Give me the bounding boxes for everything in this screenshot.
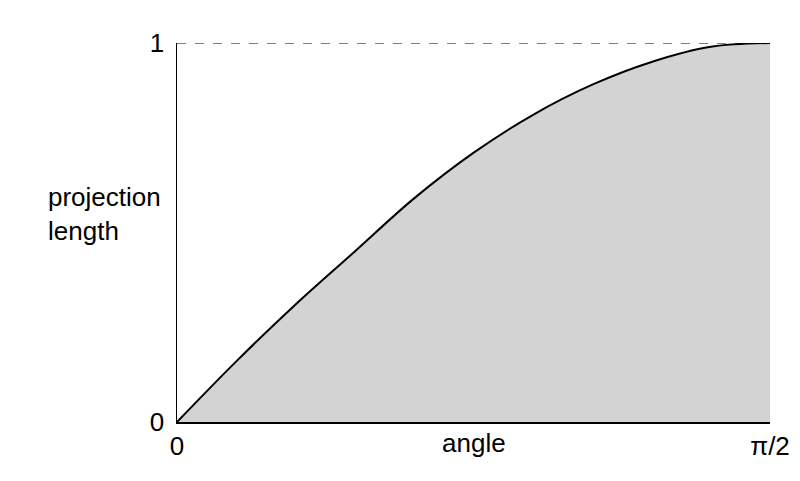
svg-text:angle: angle (442, 428, 506, 458)
svg-text:0: 0 (170, 431, 184, 461)
svg-text:π/2: π/2 (750, 431, 790, 461)
svg-text:1: 1 (150, 28, 164, 58)
svg-text:projectionlength: projectionlength (48, 182, 161, 246)
svg-text:0: 0 (150, 407, 164, 437)
